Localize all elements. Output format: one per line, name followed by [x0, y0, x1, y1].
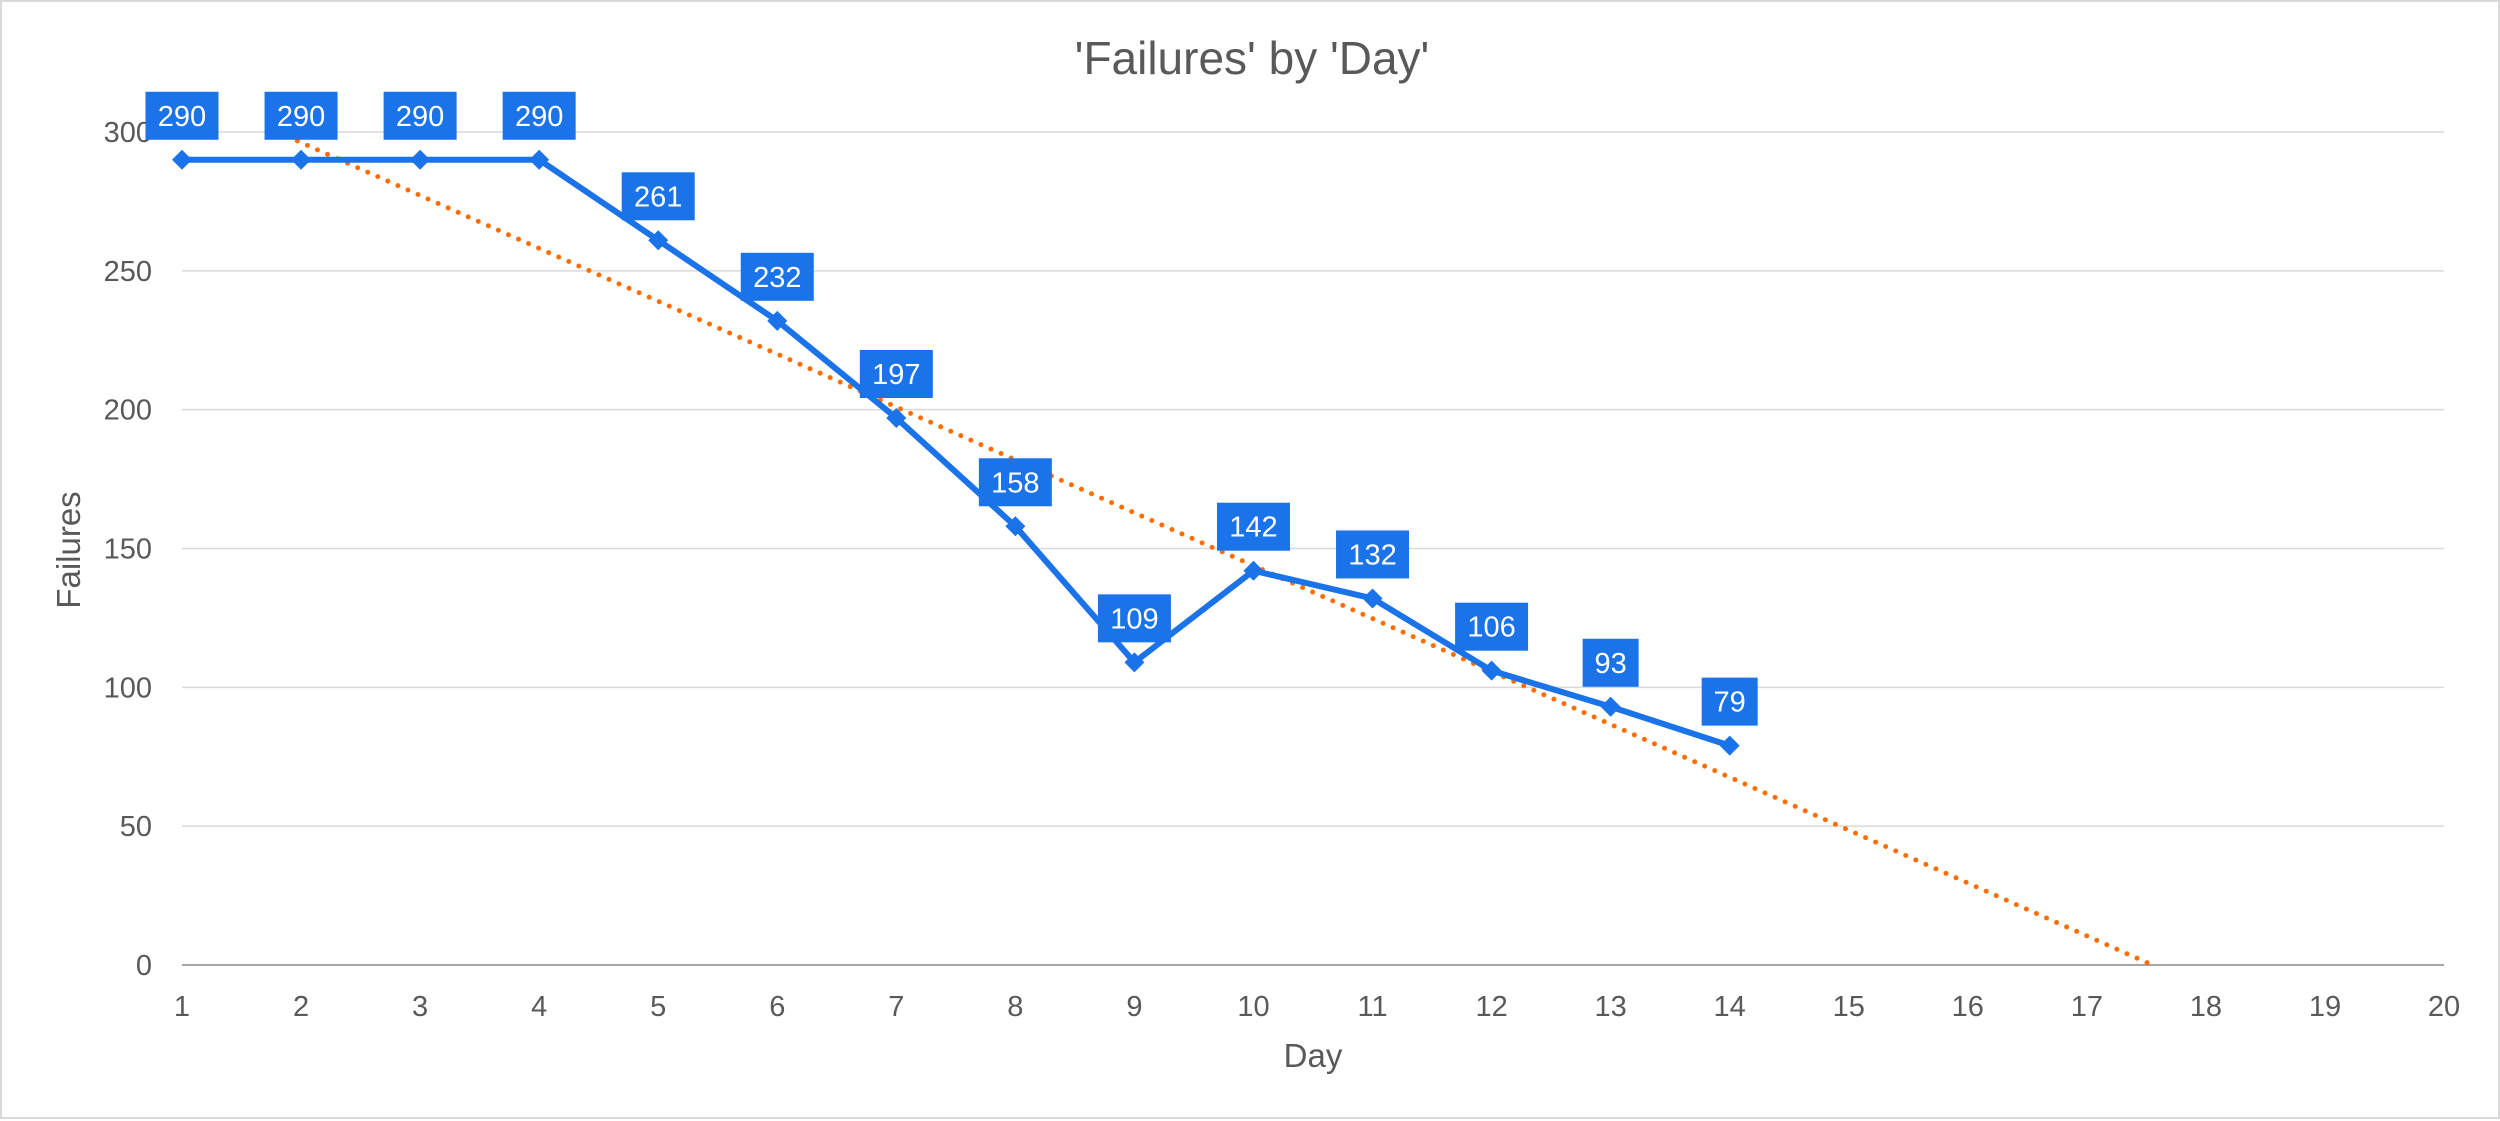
chart-title: 'Failures' by 'Day'	[1075, 32, 1430, 84]
y-tick-label: 50	[120, 811, 152, 843]
x-tick-label: 4	[531, 991, 547, 1023]
data-point-marker	[1243, 560, 1264, 581]
data-label: 290	[515, 101, 563, 133]
data-label-box	[1701, 677, 1758, 726]
data-label-box	[859, 349, 933, 398]
data-label: 132	[1348, 539, 1396, 571]
data-label: 290	[277, 101, 325, 133]
x-tick-label: 6	[769, 991, 785, 1023]
y-axis-label: Failures	[50, 491, 87, 608]
y-tick-label: 200	[104, 395, 152, 427]
series-group	[172, 149, 1740, 756]
x-tick-label: 3	[412, 991, 428, 1023]
x-tick-label: 2	[293, 991, 309, 1023]
data-label-box	[1216, 502, 1290, 551]
data-label: 109	[1110, 603, 1158, 635]
data-point-marker	[1600, 696, 1621, 717]
data-label: 197	[872, 359, 920, 391]
data-label-box	[621, 172, 695, 221]
data-labels: 290 290 290 290 261 232 197 158 109 142 132 106 93 79	[145, 91, 1758, 726]
y-tick-label: 150	[104, 534, 152, 566]
x-axis-ticks: 1 2 3 4 5 6 7 8 9 10 11 12 13 14 15 16 17 18 19 20	[174, 991, 2460, 1023]
data-label-box	[740, 252, 814, 301]
data-point-marker	[648, 230, 669, 251]
x-tick-label: 20	[2428, 991, 2460, 1023]
data-point-marker	[410, 149, 431, 170]
y-axis-ticks: 0 50 100 150 200 250 300	[104, 117, 152, 982]
y-tick-label: 250	[104, 256, 152, 288]
x-tick-label: 1	[174, 991, 190, 1023]
x-tick-label: 15	[1833, 991, 1865, 1023]
gridlines	[182, 131, 2444, 966]
data-label: 261	[634, 181, 682, 213]
data-point-marker	[1124, 652, 1145, 673]
x-tick-label: 11	[1357, 991, 1387, 1023]
x-tick-label: 5	[650, 991, 666, 1023]
data-label: 232	[753, 262, 801, 294]
y-tick-label: 0	[136, 950, 152, 982]
data-point-marker	[529, 149, 550, 170]
data-label: 106	[1467, 612, 1515, 644]
data-label-box	[978, 458, 1052, 507]
x-tick-label: 19	[2309, 991, 2341, 1023]
y-tick-label: 100	[104, 672, 152, 704]
x-tick-label: 12	[1475, 991, 1507, 1023]
x-tick-label: 13	[1594, 991, 1626, 1023]
x-tick-label: 14	[1714, 991, 1746, 1023]
data-label: 290	[158, 101, 206, 133]
data-label-box	[1097, 594, 1171, 643]
data-label-box	[264, 91, 338, 140]
data-point-marker	[172, 149, 192, 170]
x-tick-label: 18	[2190, 991, 2222, 1023]
x-tick-label: 10	[1237, 991, 1269, 1023]
y-tick-label: 300	[104, 117, 152, 149]
data-label-box	[1455, 602, 1529, 651]
trendline	[274, 129, 2155, 968]
x-tick-label: 17	[2071, 991, 2103, 1023]
series-line	[179, 156, 1733, 749]
data-label: 142	[1229, 512, 1277, 544]
data-label-box	[502, 91, 576, 140]
data-label: 158	[991, 467, 1039, 499]
data-label: 290	[396, 101, 444, 133]
data-label-box	[1336, 530, 1410, 579]
x-tick-label: 7	[888, 991, 904, 1023]
data-label-box	[1582, 638, 1639, 687]
data-point-marker	[886, 407, 907, 428]
data-point-marker	[1362, 588, 1383, 609]
data-point-marker	[1005, 516, 1026, 537]
data-point-marker	[1481, 660, 1502, 681]
data-label: 79	[1714, 687, 1746, 719]
data-label-box	[383, 91, 457, 140]
x-tick-label: 16	[1952, 991, 1984, 1023]
x-tick-label: 9	[1126, 991, 1142, 1023]
x-tick-label: 8	[1007, 991, 1023, 1023]
trendline-group	[274, 129, 2155, 968]
data-label: 93	[1594, 648, 1626, 680]
x-axis-label: Day	[1284, 1037, 1343, 1074]
data-point-marker	[291, 149, 312, 170]
data-point-marker	[767, 310, 788, 331]
data-label-box	[145, 91, 219, 140]
data-point-marker	[1719, 735, 1740, 756]
